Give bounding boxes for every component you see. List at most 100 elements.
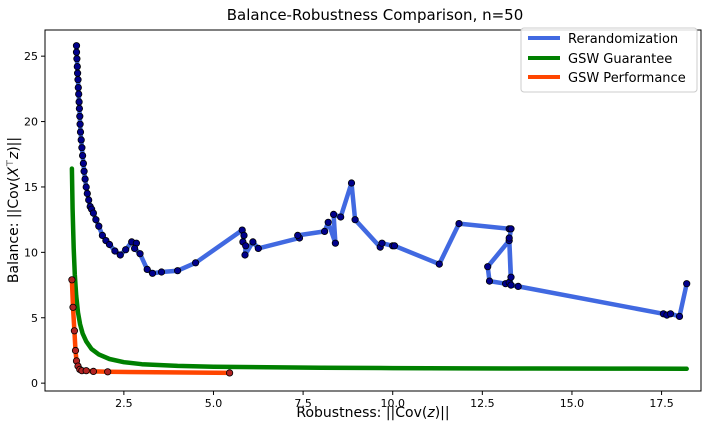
- legend-label-rerandomization: Rerandomization: [568, 32, 678, 47]
- data-point-gsw-performance: [68, 276, 76, 284]
- data-point-rerandomization: [242, 242, 250, 250]
- data-point-gsw-performance: [70, 327, 79, 335]
- y-axis-label: Balance: ||Cov(X⊤z)||: [6, 137, 22, 283]
- data-point-rerandomization: [435, 260, 443, 268]
- x-tick-label: 2.5: [115, 397, 133, 410]
- data-point-rerandomization: [76, 112, 84, 120]
- data-point-rerandomization: [666, 310, 675, 318]
- data-point-rerandomization: [507, 281, 515, 289]
- data-point-rerandomization: [174, 267, 182, 275]
- data-point-rerandomization: [74, 76, 82, 84]
- data-point-rerandomization: [514, 282, 522, 290]
- legend-label-gsw-guarantee: GSW Guarantee: [568, 52, 672, 67]
- series-line-gsw-performance: [69, 277, 232, 376]
- y-tick-label: 20: [24, 116, 38, 129]
- data-point-rerandomization: [79, 159, 88, 167]
- data-point-rerandomization: [76, 120, 84, 128]
- data-point-rerandomization: [92, 216, 100, 224]
- data-point-rerandomization: [241, 251, 249, 259]
- data-point-gsw-performance: [104, 368, 112, 376]
- x-tick-label: 10.0: [380, 397, 405, 410]
- x-axis-label-prefix: Robustness: ||Cov(: [296, 405, 427, 421]
- data-point-rerandomization: [98, 231, 107, 239]
- data-point-rerandomization: [485, 277, 494, 285]
- y-tick-label: 10: [24, 246, 38, 259]
- data-point-rerandomization: [378, 239, 386, 247]
- y-axis: 0 5 10 15 20 25: [24, 50, 45, 390]
- y-axis-label-sup: ⊤: [6, 159, 16, 167]
- data-point-rerandomization: [75, 90, 83, 98]
- data-point-rerandomization: [507, 225, 515, 233]
- x-axis-label-suffix: )||: [435, 405, 450, 421]
- series-layer: [68, 42, 691, 377]
- data-point-rerandomization: [111, 247, 119, 255]
- data-point-rerandomization: [320, 227, 329, 235]
- y-axis-label-var: X: [6, 167, 22, 178]
- data-point-rerandomization: [505, 234, 513, 242]
- data-point-rerandomization: [240, 231, 248, 239]
- data-point-gsw-performance: [226, 369, 234, 377]
- data-point-rerandomization: [249, 238, 257, 246]
- data-point-rerandomization: [484, 263, 492, 271]
- data-point-rerandomization: [75, 104, 84, 113]
- data-point-rerandomization: [73, 55, 81, 63]
- chart-title: Balance-Robustness Comparison, n=50: [227, 6, 524, 24]
- data-point-rerandomization: [351, 216, 359, 224]
- data-point-rerandomization: [324, 218, 332, 226]
- data-point-gsw-performance: [89, 367, 98, 375]
- data-point-rerandomization: [675, 312, 684, 320]
- x-axis-label: Robustness: ||Cov(z)||: [296, 405, 449, 421]
- data-point-rerandomization: [78, 144, 86, 152]
- data-point-rerandomization: [80, 167, 88, 175]
- data-point-rerandomization: [683, 280, 691, 288]
- data-point-rerandomization: [122, 246, 130, 254]
- x-tick-label: 7.5: [294, 397, 312, 410]
- legend: Rerandomization GSW Guarantee GSW Perfor…: [520, 27, 698, 93]
- data-point-rerandomization: [75, 98, 83, 106]
- data-point-rerandomization: [192, 259, 200, 267]
- data-point-rerandomization: [74, 84, 82, 92]
- data-point-rerandomization: [89, 209, 98, 217]
- data-point-gsw-performance: [82, 367, 90, 375]
- data-point-gsw-performance: [69, 303, 77, 311]
- data-point-rerandomization: [116, 251, 124, 259]
- x-tick-label: 5.0: [205, 397, 223, 410]
- data-point-rerandomization: [72, 48, 81, 56]
- y-tick-label: 15: [24, 181, 38, 194]
- data-point-rerandomization: [136, 250, 144, 258]
- x-tick-label: 17.5: [649, 397, 674, 410]
- x-axis-label-var: z: [426, 405, 435, 421]
- data-point-rerandomization: [157, 268, 166, 276]
- data-point-rerandomization: [455, 220, 463, 228]
- legend-label-gsw-performance: GSW Performance: [568, 71, 686, 86]
- data-point-rerandomization: [76, 128, 85, 136]
- data-point-rerandomization: [131, 244, 139, 252]
- data-point-rerandomization: [95, 222, 103, 230]
- data-point-rerandomization: [77, 136, 85, 144]
- data-point-rerandomization: [74, 69, 82, 77]
- y-tick-label: 25: [24, 50, 38, 63]
- data-point-rerandomization: [294, 231, 302, 239]
- data-point-rerandomization: [390, 242, 399, 250]
- legend-box: [520, 27, 698, 93]
- data-point-gsw-performance: [71, 346, 80, 355]
- data-point-rerandomization: [85, 196, 93, 204]
- y-tick-label: 5: [31, 312, 38, 325]
- y-axis-label-suffix: )||: [6, 137, 22, 152]
- x-tick-label: 15.0: [560, 397, 585, 410]
- data-point-rerandomization: [254, 244, 262, 252]
- data-point-rerandomization: [331, 239, 339, 247]
- data-point-rerandomization: [329, 210, 338, 218]
- data-point-rerandomization: [81, 175, 89, 183]
- data-point-rerandomization: [72, 42, 81, 50]
- data-point-rerandomization: [347, 179, 356, 187]
- data-point-rerandomization: [83, 189, 91, 198]
- x-tick-label: 12.5: [470, 397, 495, 410]
- data-point-rerandomization: [143, 265, 151, 273]
- data-point-rerandomization: [507, 273, 515, 281]
- x-axis: 2.5 5.0 7.5 10.0 12.5 15.0 17.5: [115, 391, 674, 410]
- series-line-gsw-guarantee: [69, 166, 689, 372]
- data-point-rerandomization: [337, 213, 345, 221]
- y-tick-label: 0: [31, 377, 38, 390]
